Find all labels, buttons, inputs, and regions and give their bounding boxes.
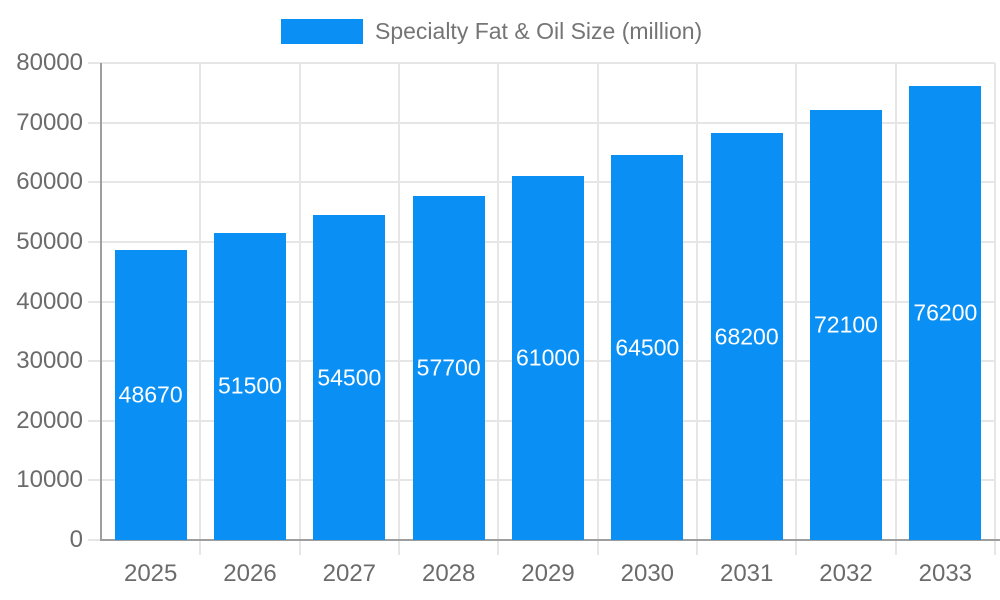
y-axis-label: 40000 [16,287,83,315]
y-tick [88,419,101,422]
bar: 68200 [710,133,783,540]
x-axis-label: 2030 [620,560,675,587]
x-gridline [298,63,301,555]
x-axis-label: 2031 [719,560,774,587]
bar: 64500 [611,155,684,540]
bar: 48670 [114,249,187,540]
y-tick [88,539,101,541]
bar-value-label: 72100 [814,311,878,338]
y-axis-label: 10000 [16,466,83,494]
y-axis-label: 50000 [16,227,83,255]
x-axis-label: 2032 [819,560,873,587]
x-gridline [199,63,202,555]
x-axis-label: 2026 [223,560,277,587]
y-tick [88,240,101,243]
y-axis-label: 60000 [16,168,83,196]
x-axis-label: 2025 [123,560,178,587]
x-gridline [497,63,500,555]
bar: 61000 [512,176,584,540]
y-tick [88,121,101,124]
x-gridline [696,63,698,555]
y-gridline [101,121,995,124]
y-tick [88,181,101,184]
bar-value-label: 51500 [218,372,282,399]
x-gridline [994,63,996,555]
bar: 76200 [909,85,982,540]
y-axis-line [100,63,102,540]
x-axis-label: 2033 [918,560,973,587]
x-gridline [894,63,897,555]
bar-value-label: 68200 [714,323,779,350]
x-axis-line [100,539,1000,541]
y-tick [88,300,101,303]
y-axis-label: 30000 [16,347,83,375]
y-tick [88,62,101,64]
bar-value-label: 64500 [615,334,680,361]
x-gridline [596,63,599,555]
x-gridline [795,63,798,555]
bar-value-label: 57700 [416,354,481,381]
plot-area: 0 10000 20000 30000 40000 50000 60000 70000 8000… [16,50,1000,586]
x-axis-label: 2027 [322,560,377,587]
legend-label: Specialty Fat & Oil Size (million) [375,18,703,44]
bar: 54500 [313,215,386,540]
legend-swatch [281,19,363,44]
bar-value-label: 54500 [317,364,382,390]
legend: Specialty Fat & Oil Size (million) [281,19,702,44]
y-tick [88,479,101,482]
bar-value-label: 61000 [516,344,580,371]
bar: 57700 [412,195,485,540]
y-gridline [101,62,995,64]
y-tick [88,360,101,363]
y-axis-label: 80000 [16,49,83,76]
y-axis-label: 20000 [16,406,83,434]
bar-value-label: 48670 [118,381,183,408]
y-axis-label: 70000 [16,108,83,136]
bar: 72100 [810,110,882,540]
bar-value-label: 76200 [913,299,978,326]
x-axis-label: 2029 [521,560,575,587]
bar: 51500 [214,232,286,540]
x-axis-label: 2028 [421,560,476,587]
y-axis-label: 0 [69,526,83,553]
x-gridline [398,63,400,555]
